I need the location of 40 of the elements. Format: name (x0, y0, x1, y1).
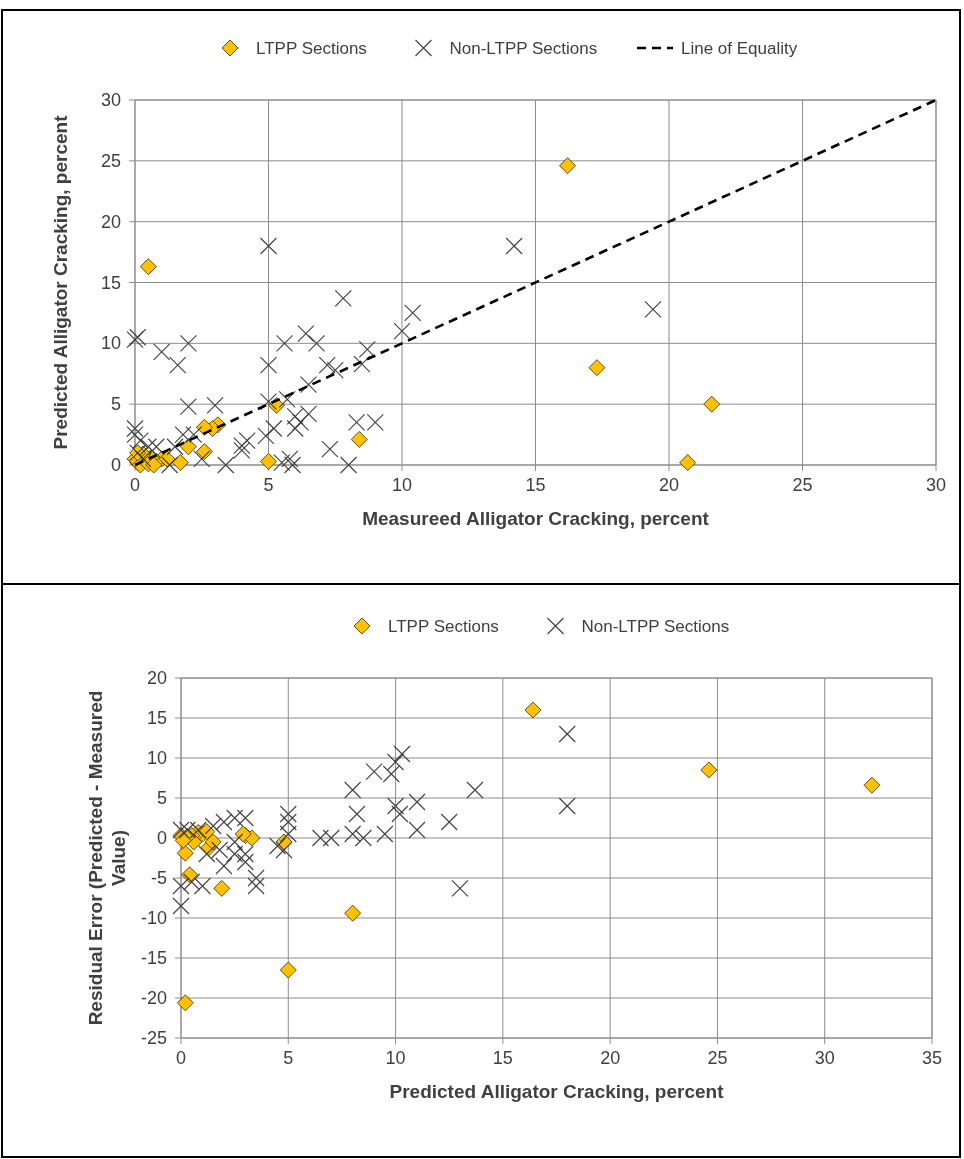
x-axis-title: Measureed Alligator Cracking, percent (362, 508, 710, 529)
y-tick-label: -5 (150, 868, 167, 888)
x-tick-label: 30 (814, 1048, 835, 1068)
y-tick-label: -10 (140, 908, 167, 928)
x-tick-label: 30 (925, 475, 947, 495)
y-tick-label: -25 (140, 1028, 167, 1048)
y-tick-label: -15 (140, 948, 167, 968)
y-axis-title: Predicted Alligator Cracking, percent (50, 114, 71, 450)
y-tick-label: 15 (146, 708, 167, 728)
x-tick-label: 0 (175, 1048, 187, 1068)
y-tick-label: -20 (140, 988, 167, 1008)
y-tick-label: 10 (100, 333, 121, 354)
legend-label: LTPP Sections (388, 617, 499, 636)
x-tick-label: 10 (391, 475, 413, 495)
legend-label: Non-LTPP Sections (581, 617, 730, 636)
y-tick-label: 15 (100, 272, 121, 293)
y-tick-label: 30 (100, 90, 121, 110)
x-tick-label: 15 (492, 1048, 513, 1068)
x-tick-label: 5 (263, 475, 274, 495)
x-axis-title: Predicted Alligator Cracking, percent (389, 1081, 725, 1102)
x-tick-label: 15 (525, 475, 546, 495)
y-tick-label: 5 (110, 394, 121, 415)
x-tick-label: 20 (600, 1048, 621, 1068)
y-tick-label: 20 (146, 668, 167, 688)
y-tick-label: 0 (110, 455, 121, 475)
legend-label: Line of Equality (681, 39, 798, 58)
legend-label: LTPP Sections (256, 39, 367, 58)
y-tick-label: 20 (100, 211, 121, 232)
x-tick-label: 5 (283, 1048, 294, 1068)
y-axis-title: Residual Error (Predicted - Measured Value) (85, 690, 129, 1026)
legend-label: Non-LTPP Sections (449, 39, 598, 58)
y-tick-label: 0 (156, 828, 167, 848)
y-tick-label: 10 (146, 748, 167, 768)
y-tick-label: 5 (156, 788, 167, 808)
x-tick-label: 35 (921, 1048, 943, 1068)
x-tick-label: 10 (385, 1048, 406, 1068)
x-tick-label: 20 (658, 475, 680, 495)
y-tick-label: 25 (100, 150, 121, 171)
x-tick-label: 25 (792, 475, 813, 495)
x-tick-label: 25 (707, 1048, 728, 1068)
